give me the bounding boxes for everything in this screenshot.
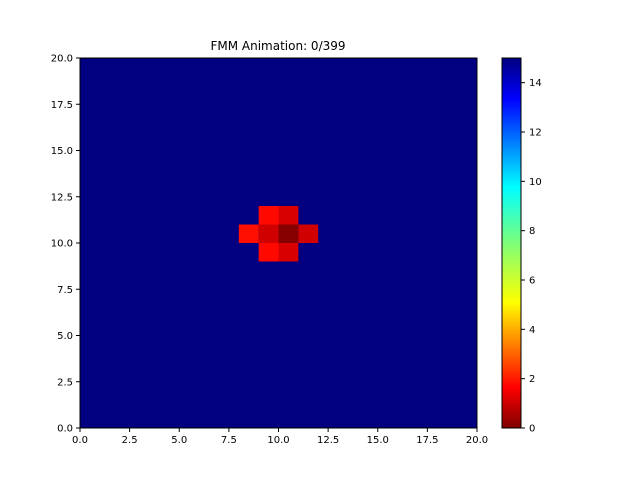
chart-title: FMM Animation: 0/399 (210, 39, 345, 53)
y-tick-label-0: 0.0 (57, 424, 73, 435)
heatmap-cell-4 (278, 224, 299, 243)
plot-area (79, 57, 478, 429)
y-tick-label-3: 7.5 (57, 285, 73, 296)
x-axis: 0.0 2.5 5.0 7.5 10.0 12.5 15.0 17.5 20.0 (72, 428, 488, 446)
colorbar-tick-label-4: 8 (529, 226, 535, 237)
heatmap-cell-0 (258, 206, 279, 225)
heatmap-cell-6 (258, 243, 279, 262)
heatmap-cell-5 (298, 224, 319, 243)
x-tick-label-7: 17.5 (416, 435, 438, 446)
x-tick-label-2: 5.0 (171, 435, 187, 446)
colorbar-tick-label-0: 0 (529, 424, 535, 435)
y-tick-label-5: 12.5 (51, 192, 73, 203)
heatmap-cell-1 (278, 206, 299, 225)
x-tick-label-8: 20.0 (466, 435, 488, 446)
y-axis: 0.0 2.5 5.0 7.5 10.0 12.5 15.0 17.5 20.0 (51, 54, 80, 435)
heatmap-cell-2 (238, 224, 259, 243)
x-tick-label-5: 12.5 (317, 435, 339, 446)
colorbar-tick-label-1: 2 (529, 374, 535, 385)
y-tick-label-6: 15.0 (51, 146, 73, 157)
y-tick-label-2: 5.0 (57, 331, 73, 342)
colorbar-gradient (501, 57, 522, 429)
y-tick-label-8: 20.0 (51, 54, 73, 65)
colorbar-tick-label-6: 12 (529, 128, 542, 139)
colorbar-ticks: 0 2 4 6 8 10 12 14 (521, 78, 542, 435)
x-tick-label-4: 10.0 (267, 435, 289, 446)
x-tick-label-6: 15.0 (367, 435, 389, 446)
colorbar-tick-label-2: 4 (529, 325, 535, 336)
y-tick-label-7: 17.5 (51, 100, 73, 111)
colorbar: 0 2 4 6 8 10 12 14 (501, 57, 542, 435)
x-tick-label-1: 2.5 (122, 435, 138, 446)
y-tick-label-1: 2.5 (57, 377, 73, 388)
colorbar-tick-label-5: 10 (529, 177, 542, 188)
y-tick-label-4: 10.0 (51, 239, 73, 250)
heatmap-cell-7 (278, 243, 299, 262)
heatmap-cell-3 (258, 224, 279, 243)
heatmap-cells (238, 206, 319, 262)
colorbar-tick-label-7: 14 (529, 78, 542, 89)
x-tick-label-0: 0.0 (72, 435, 88, 446)
x-tick-label-3: 7.5 (221, 435, 237, 446)
colorbar-tick-label-3: 6 (529, 276, 535, 287)
